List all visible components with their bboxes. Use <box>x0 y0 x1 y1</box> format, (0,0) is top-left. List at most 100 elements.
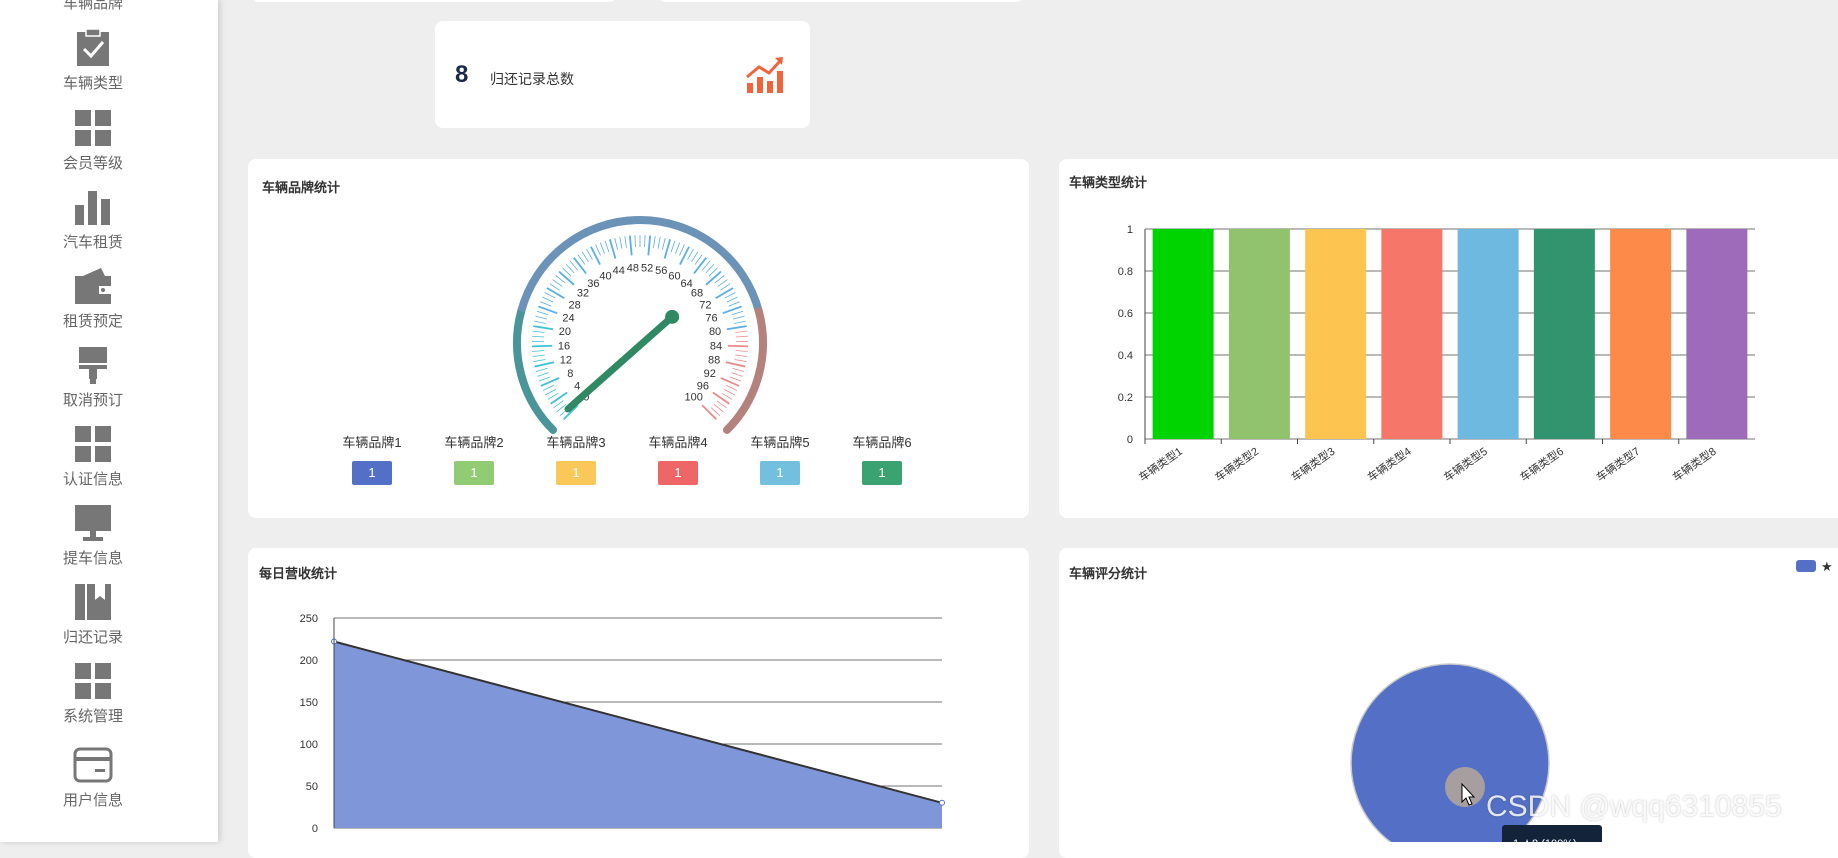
brand-value-badge: 1 <box>760 461 800 485</box>
gauge-tick-label: 4 <box>574 381 580 393</box>
gauge-tick <box>537 311 548 315</box>
gauge-tick <box>534 321 546 323</box>
sidebar-item-vehicle-brand[interactable]: 车辆品牌 <box>0 0 186 13</box>
y-tick-label: 100 <box>300 739 318 751</box>
gauge-tick <box>645 235 646 247</box>
gauge-tick <box>727 326 747 329</box>
gauge-tick-label: 92 <box>704 368 716 380</box>
gauge-tick-label: 44 <box>613 265 625 277</box>
gauge-tick <box>654 236 656 248</box>
gauge-tick <box>620 237 622 249</box>
gauge-tick <box>538 306 557 313</box>
sidebar-item-car-rental[interactable]: 汽车租赁 <box>0 187 186 252</box>
y-tick-label: 0.2 <box>1118 392 1133 404</box>
card-icon <box>73 745 113 785</box>
gauge-tick-label: 36 <box>587 278 599 290</box>
x-tick-label: 车辆类型6 <box>1517 444 1566 484</box>
sidebar-item-system-management[interactable]: 系统管理 <box>0 661 186 726</box>
sidebar-item-label: 系统管理 <box>0 705 186 726</box>
y-tick-label: 0 <box>1127 434 1133 446</box>
gauge-tick <box>723 306 742 313</box>
gauge-tick-label: 52 <box>641 262 653 274</box>
gauge-tick <box>532 336 544 337</box>
gauge-tick-label: 76 <box>705 312 717 324</box>
legend-label: ★ <box>1821 559 1833 574</box>
sidebar-item-pickup[interactable]: 提车信息 <box>0 503 186 568</box>
sidebar-item-certification[interactable]: 认证信息 <box>0 424 186 489</box>
gauge-tick <box>625 236 627 248</box>
gauge-tick <box>714 404 723 412</box>
brand-value-badge: 1 <box>862 461 902 485</box>
sidebar-item-label: 取消预订 <box>0 389 186 410</box>
gauge-tick <box>532 346 552 347</box>
y-tick-label: 200 <box>300 655 318 667</box>
gauge-tick <box>728 346 748 347</box>
gauge-tick <box>662 238 665 250</box>
brand-name: 车辆品牌6 <box>842 432 922 451</box>
gauge-tick <box>532 351 544 352</box>
partial-card <box>253 0 615 2</box>
gauge-tick <box>680 247 689 265</box>
gauge-tick <box>658 237 660 249</box>
gauge-tick-label: 100 <box>685 392 703 404</box>
gauge-tick <box>566 264 574 273</box>
gauge-tick <box>734 321 746 323</box>
gauge-tick <box>730 377 741 381</box>
x-tick-label: 车辆类型2 <box>1212 444 1261 484</box>
x-tick-label: 车辆类型5 <box>1441 444 1490 484</box>
gauge-tick-label: 12 <box>560 355 572 367</box>
gauge-tick <box>727 297 738 302</box>
gauge-tick-label: 68 <box>691 288 703 300</box>
gauge-tick <box>735 355 747 357</box>
bar <box>1305 229 1366 439</box>
gauge-tick <box>591 247 600 265</box>
gauge-tick-label: 60 <box>668 270 680 282</box>
y-tick-label: 50 <box>306 781 318 793</box>
gauge-tick-label: 20 <box>559 326 571 338</box>
brand-name: 车辆品牌4 <box>638 432 718 451</box>
gauge-tick <box>706 272 721 285</box>
legend-swatch <box>1796 560 1816 572</box>
gauge-tick <box>735 360 747 362</box>
bar <box>1610 229 1671 439</box>
sidebar-item-member-level[interactable]: 会员等级 <box>0 108 186 173</box>
tooltip-text: 1 ★8 (100%) <box>1513 838 1577 842</box>
gauge-tick <box>732 311 743 315</box>
gauge-tick-label: 48 <box>627 262 639 274</box>
gauge-tick-label: 8 <box>567 368 573 380</box>
gauge-tick <box>550 284 560 291</box>
gauge-tick <box>533 331 545 332</box>
bar <box>1686 229 1747 439</box>
gauge-tick <box>702 405 716 419</box>
gauge-tick-label: 40 <box>599 270 611 282</box>
sidebar-item-label: 认证信息 <box>0 468 186 489</box>
sidebar-item-return-records[interactable]: 归还记录 <box>0 582 186 647</box>
gauge-tick <box>680 245 685 256</box>
bar <box>1458 229 1519 439</box>
gauge-tick-label: 84 <box>710 340 722 352</box>
gauge-pointer-cap <box>665 310 679 324</box>
sidebar-item-label: 提车信息 <box>0 547 186 568</box>
gauge-tick <box>731 373 742 377</box>
sidebar-item-rental-booking[interactable]: 租赁预定 <box>0 266 186 331</box>
gauge-tick <box>726 385 737 390</box>
sidebar-item-label: 用户信息 <box>0 789 186 810</box>
brand-value-badge: 1 <box>556 461 596 485</box>
sidebar-item-label: 会员等级 <box>0 152 186 173</box>
gauge-tick <box>725 292 736 298</box>
gauge-tick <box>551 392 568 403</box>
gauge-tick <box>716 288 733 298</box>
gauge-tick <box>610 239 616 258</box>
bar-chart-icon <box>73 187 113 227</box>
area-fill <box>334 642 942 828</box>
y-tick-label: 0 <box>312 823 318 835</box>
gauge-tick <box>675 243 679 254</box>
sidebar-item-cancel-booking[interactable]: 取消预订 <box>0 345 186 410</box>
sidebar: 车辆品牌 车辆类型 会员等级 汽车租赁 租赁预定 <box>0 0 218 842</box>
stat-value: 8 <box>455 61 468 89</box>
brand-value-badge: 1 <box>658 461 698 485</box>
sidebar-item-vehicle-type[interactable]: 车辆类型 <box>0 28 186 93</box>
sidebar-item-user-info[interactable]: 用户信息 <box>0 745 186 810</box>
